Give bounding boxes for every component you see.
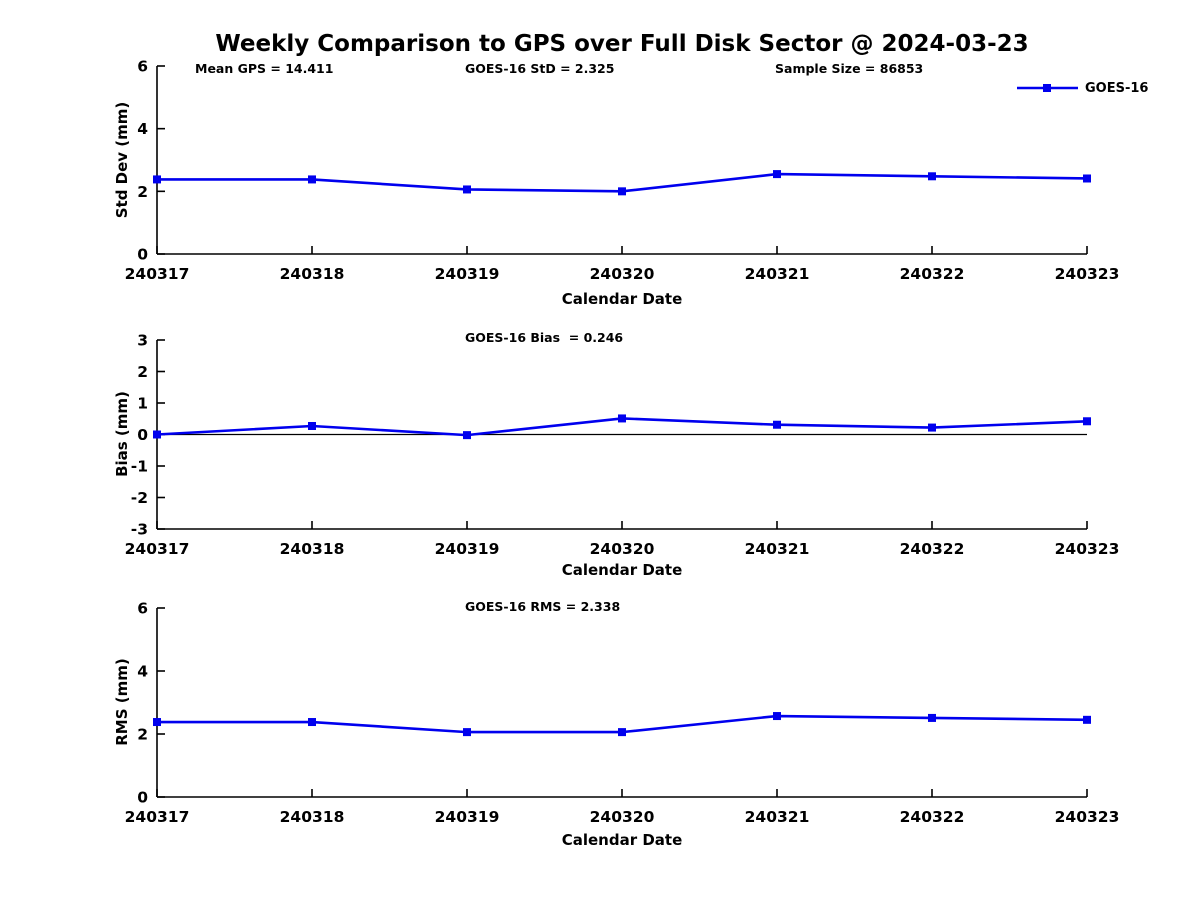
data-point-marker [153, 718, 161, 727]
data-point-marker [463, 185, 471, 194]
data-point-marker [153, 175, 161, 184]
data-point-marker [773, 170, 781, 179]
x-tick-label: 240317 [125, 265, 190, 283]
subtitle-rms: GOES-16 RMS = 2.338 [465, 599, 621, 614]
x-tick-label: 240321 [745, 540, 810, 558]
y-tick-label: -3 [131, 521, 148, 539]
y-tick-label: 2 [137, 183, 148, 201]
x-tick-label: 240319 [435, 808, 500, 826]
data-point-marker [1083, 174, 1091, 183]
data-point-marker [773, 712, 781, 721]
x-tick-label: 240318 [280, 808, 345, 826]
x-tick-label: 240317 [125, 808, 190, 826]
annotation-std: GOES-16 StD = 2.325 [465, 61, 615, 76]
y-tick-label: 0 [137, 789, 148, 807]
data-point-marker [928, 172, 936, 181]
x-tick-label: 240323 [1055, 265, 1120, 283]
data-point-marker [618, 414, 626, 423]
x-tick-label: 240319 [435, 540, 500, 558]
data-point-marker [308, 175, 316, 184]
x-axis-label-2: Calendar Date [561, 561, 683, 579]
data-point-marker [773, 420, 781, 429]
data-point-marker [928, 423, 936, 432]
x-tick-label: 240321 [745, 265, 810, 283]
y-axis-label-stddev: Std Dev (mm) [113, 101, 131, 219]
x-axis-label-3: Calendar Date [561, 831, 683, 849]
y-tick-label: 0 [137, 426, 148, 444]
data-point-marker [308, 421, 316, 430]
y-tick-label: 0 [137, 246, 148, 264]
y-tick-label: 6 [137, 600, 148, 618]
y-tick-label: -2 [131, 489, 148, 507]
y-tick-label: 4 [137, 663, 148, 681]
x-tick-label: 240323 [1055, 540, 1120, 558]
x-tick-label: 240317 [125, 540, 190, 558]
data-point-marker [153, 430, 161, 439]
x-tick-label: 240320 [590, 540, 655, 558]
y-tick-label: 6 [137, 58, 148, 76]
y-tick-label: -1 [131, 458, 148, 476]
data-point-marker [463, 728, 471, 737]
x-tick-label: 240321 [745, 808, 810, 826]
x-tick-label: 240322 [900, 540, 965, 558]
page-title: Weekly Comparison to GPS over Full Disk … [215, 31, 1029, 57]
y-tick-label: 2 [137, 726, 148, 744]
y-tick-label: 4 [137, 120, 148, 138]
y-tick-label: 3 [137, 332, 148, 350]
x-tick-label: 240318 [280, 265, 345, 283]
y-tick-label: 2 [137, 363, 148, 381]
x-tick-label: 240320 [590, 265, 655, 283]
data-point-marker [618, 728, 626, 737]
data-point-marker [463, 431, 471, 440]
y-axis-label-rms: RMS (mm) [113, 658, 131, 746]
legend-marker-icon [1043, 84, 1051, 92]
data-point-marker [928, 713, 936, 722]
x-tick-label: 240318 [280, 540, 345, 558]
x-tick-label: 240319 [435, 265, 500, 283]
x-axis-label-1: Calendar Date [561, 290, 683, 308]
x-tick-label: 240320 [590, 808, 655, 826]
annotation-mean-gps: Mean GPS = 14.411 [195, 61, 334, 76]
annotation-sample-size: Sample Size = 86853 [775, 61, 924, 76]
legend-label: GOES-16 [1085, 81, 1149, 96]
data-point-marker [618, 187, 626, 196]
x-tick-label: 240322 [900, 808, 965, 826]
data-point-marker [1083, 715, 1091, 724]
x-tick-label: 240323 [1055, 808, 1120, 826]
data-point-marker [308, 718, 316, 727]
y-axis-label-bias: Bias (mm) [113, 391, 131, 477]
data-point-marker [1083, 417, 1091, 426]
subtitle-bias: GOES-16 Bias = 0.246 [465, 330, 624, 345]
x-tick-label: 240322 [900, 265, 965, 283]
y-tick-label: 1 [137, 395, 148, 413]
